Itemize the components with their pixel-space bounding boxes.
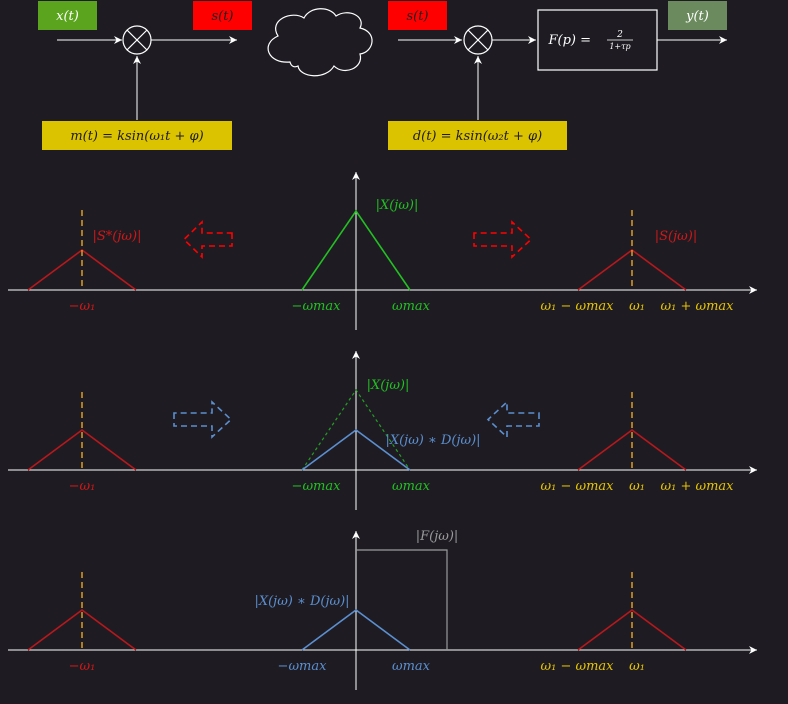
left-arrow-icon: [182, 220, 233, 259]
filter-label: F(p) =: [547, 33, 591, 48]
multiplier-icon: [122, 25, 152, 55]
left-spectrum-3: [27, 609, 137, 651]
left-arrow-icon-2: [486, 400, 540, 439]
w1-plus-wmax-label-1: ω₁ + ωmax: [661, 299, 735, 314]
neg-w1-label-2: −ω₁: [69, 479, 96, 494]
cloud-icon: [267, 8, 373, 77]
spectrum-panel-3: |F(jω)| |X(jω) ∗ D(jω)| −ω₁ −ωmax ωmax ω…: [8, 529, 757, 690]
baseband-original-2: [301, 388, 411, 471]
left-spectrum-2: [27, 429, 137, 471]
spectrum-panel-1: |S*(jω)| |X(jω)| |S(jω)| −ω₁ −ωmax ωmax …: [8, 172, 757, 330]
modulator-label: m(t) = ksin(ω₁t + φ): [70, 129, 203, 144]
filter-spectrum-label-3: |F(jω)|: [416, 529, 459, 544]
wmax-label-1: ωmax: [392, 299, 431, 314]
demodulated-spectrum-2: [301, 429, 411, 471]
neg-wmax-label-3: −ωmax: [278, 659, 328, 674]
wmax-label-2: ωmax: [392, 479, 431, 494]
spectrum-panel-2: |X(jω)| |X(jω) ∗ D(jω)| −ω₁ −ωmax ωmax ω…: [8, 351, 757, 510]
s-star-spectrum-label: |S*(jω)|: [93, 229, 142, 244]
multiplier-icon-2: [463, 25, 493, 55]
baseband-spectrum-1: [301, 209, 411, 291]
wmax-label-3: ωmax: [392, 659, 431, 674]
right-arrow-icon-2: [173, 400, 233, 439]
right-spectrum-2: [577, 429, 687, 471]
x-signal-box: [38, 1, 97, 30]
filter-numerator: 2: [616, 30, 623, 40]
neg-w1-label-1: −ω₁: [69, 299, 96, 314]
neg-wmax-label-1: −ωmax: [292, 299, 342, 314]
s-signal-box-left: [193, 1, 252, 30]
x-signal-label: x(t): [56, 9, 79, 24]
s-signal-label-left: s(t): [211, 9, 233, 24]
w1-minus-wmax-label-1: ω₁ − ωmax: [541, 299, 615, 314]
block-diagram: x(t) s(t) m(t) = ksin(ω₁t + φ) s(t) d(t)…: [38, 1, 727, 150]
w1-label-1: ω₁: [629, 299, 645, 314]
right-spectrum-3: [577, 609, 687, 651]
s-signal-label-right: s(t): [406, 9, 428, 24]
demodulator-label: d(t) = ksin(ω₂t + φ): [413, 129, 542, 144]
demodulated-spectrum-3: [301, 609, 411, 651]
neg-w1-label-3: −ω₁: [69, 659, 96, 674]
s-spectrum-label: |S(jω)|: [655, 229, 697, 244]
w1-minus-wmax-label-2: ω₁ − ωmax: [541, 479, 615, 494]
w1-label-2: ω₁: [629, 479, 645, 494]
y-signal-label: y(t): [685, 9, 709, 24]
neg-wmax-label-2: −ωmax: [292, 479, 342, 494]
demodulator-box: [388, 121, 567, 150]
x-spectrum-label-1: |X(jω)|: [376, 198, 419, 213]
w1-label-3: ω₁: [629, 659, 645, 674]
w1-minus-wmax-label-3: ω₁ − ωmax: [541, 659, 615, 674]
w1-plus-wmax-label-2: ω₁ + ωmax: [661, 479, 735, 494]
x-spectrum-label-2: |X(jω)|: [367, 378, 410, 393]
product-spectrum-label-3: |X(jω) ∗ D(jω)|: [254, 594, 349, 609]
y-signal-box: [668, 1, 727, 30]
filter-response-3: [356, 549, 448, 650]
product-spectrum-label-2: |X(jω) ∗ D(jω)|: [385, 433, 480, 448]
modulator-box: [42, 121, 232, 150]
right-arrow-icon: [473, 220, 533, 259]
s-signal-box-right: [388, 1, 447, 30]
filter-denominator: 1+τp: [609, 42, 630, 51]
